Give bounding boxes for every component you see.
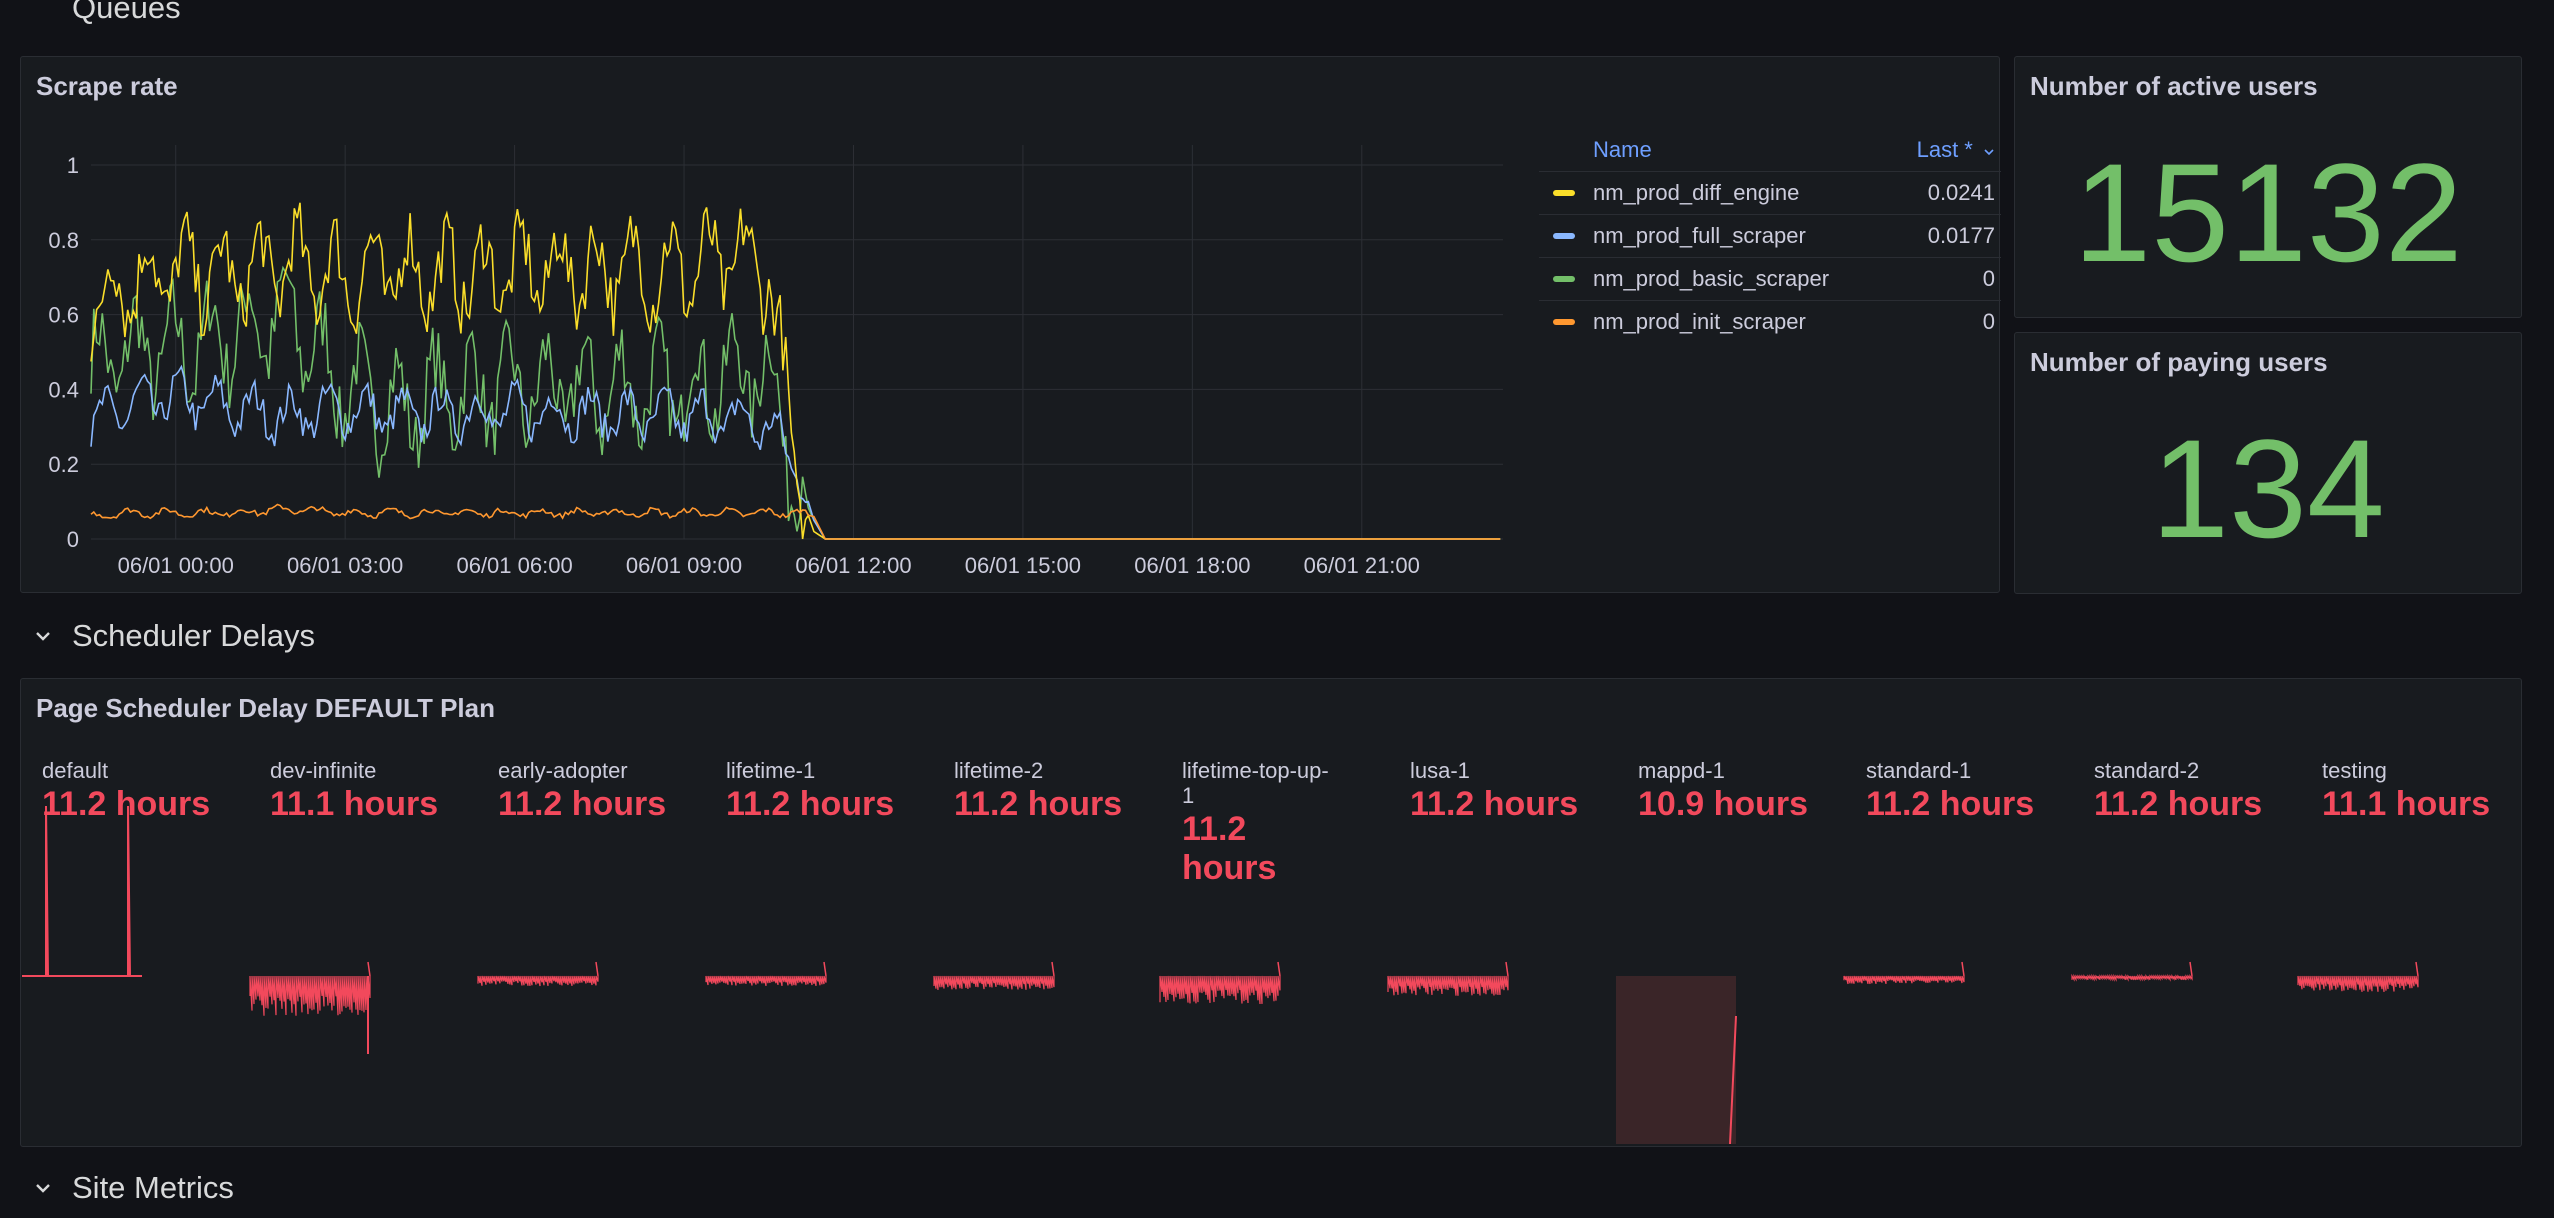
scheduler-stat-value: 11.2 hours [954,785,1123,823]
legend-item-name: nm_prod_init_scraper [1593,309,1806,334]
scheduler-stat-value: 11.2 hours [42,785,211,823]
legend-item[interactable]: nm_prod_basic_scraper 0 [1539,257,2001,300]
scheduler-stat-value: 11.1 hours [270,785,439,823]
series-line [90,364,1501,540]
legend-item[interactable]: nm_prod_diff_engine 0.0241 [1539,171,2001,214]
scheduler-stat-value: 11.2 hours [1866,785,2035,823]
series-swatch [1553,276,1575,282]
x-tick-label: 06/01 15:00 [965,553,1081,578]
chart-grid [91,145,1503,540]
y-tick-label: 1 [67,153,79,178]
scheduler-stat-label: default [42,758,109,783]
row-title: Scheduler Delays [72,618,315,653]
y-tick-label: 0.8 [48,228,79,253]
scheduler-stat-value: 11.1 hours [2322,785,2491,823]
chevron-down-icon [1984,149,1994,156]
chevron-down-icon [36,632,50,641]
scheduler-delay-panel: Page Scheduler Delay DEFAULT Plan [20,678,2522,1147]
y-tick-label: 0.6 [48,303,79,328]
series-swatch [1553,190,1575,196]
legend-item-name: nm_prod_diff_engine [1593,180,1800,205]
scheduler-stat-value: 11.2 hours [1410,785,1579,823]
scheduler-stat-label: standard-1 [1866,758,1972,783]
legend-item-name: nm_prod_full_scraper [1593,223,1806,248]
scheduler-stat-label: testing [2322,758,2387,783]
scheduler-stat-item[interactable]: standard-2 11.2 hours [2094,758,2304,824]
scheduler-stat-value: 10.9 hours [1638,785,1809,823]
panel-title: Page Scheduler Delay DEFAULT Plan [36,693,495,723]
panel-title: Number of paying users [2030,347,2328,377]
paying-users-panel: Number of paying users 134 [2014,332,2522,594]
scheduler-stat-item[interactable]: lifetime-1 11.2 hours [726,758,936,824]
chart-series [90,202,1501,540]
x-tick-label: 06/01 03:00 [287,553,403,578]
scheduler-stat-label: lifetime-1 [726,758,816,783]
panel-title: Scrape rate [36,71,178,101]
scheduler-stat-item[interactable]: early-adopter 11.2 hours [498,758,708,824]
y-tick-label: 0 [67,527,79,552]
scheduler-stat-value: 11.2 hours [498,785,667,823]
scheduler-stat-value: 11.2 hours [2094,785,2263,823]
scheduler-stat-item[interactable]: lusa-1 11.2 hours [1410,758,1620,824]
scheduler-stat-item[interactable]: lifetime-2 11.2 hours [954,758,1164,824]
scheduler-stat-item[interactable]: dev-infinite 11.1 hours [270,758,480,824]
legend-item[interactable]: nm_prod_full_scraper 0.0177 [1539,214,2001,257]
legend-item[interactable]: nm_prod_init_scraper 0 [1539,300,2001,343]
y-tick-label: 0.4 [48,377,79,402]
x-tick-label: 06/01 09:00 [626,553,742,578]
x-tick-label: 06/01 18:00 [1134,553,1250,578]
legend-item-last: 0.0177 [1927,223,1995,248]
active-users-value: 15132 [2073,134,2463,291]
scheduler-stat-label: mappd-1 [1638,758,1725,783]
scheduler-stat-label: dev-infinite [270,758,377,783]
scheduler-stat-value: 11.2 hours [726,785,895,823]
series-line [90,265,1501,540]
x-tick-label: 06/01 00:00 [118,553,234,578]
series-line [90,503,1501,540]
active-users-panel: Number of active users 15132 [2014,56,2522,318]
x-tick-label: 06/01 21:00 [1304,553,1420,578]
scheduler-stat-item[interactable]: standard-1 11.2 hours [1866,758,2076,824]
row-title: Site Metrics [72,1170,234,1205]
legend-last-header[interactable]: Last * [1875,137,2001,163]
legend-item-last: 0 [1982,266,1995,291]
y-tick-label: 0.2 [48,452,79,477]
chart-legend: Name Last * nm_prod_diff_engine 0.0241 nm_… [1539,129,2001,343]
y-axis: 0 0.2 0.4 0.6 0.8 1 [48,153,79,552]
chevron-down-icon [36,1184,50,1193]
series-swatch [1553,233,1575,239]
scheduler-stat-item[interactable]: mappd-1 10.9 hours [1638,758,1848,824]
row-title: Queues [72,0,181,25]
x-tick-label: 06/01 12:00 [795,553,911,578]
row-header-site-metrics[interactable]: Site Metrics [32,1170,234,1206]
scheduler-stat-item[interactable]: default 11.2 hours [42,758,252,824]
x-axis: 06/01 00:00 06/01 03:00 06/01 06:00 06/01 0… [118,553,1420,578]
scheduler-stat-item[interactable]: lifetime-top-up-1 11.2 hours [1182,758,1332,888]
scheduler-stat-label: lifetime-2 [954,758,1044,783]
scheduler-stat-value: 11.2 hours [1182,810,1277,887]
legend-item-last: 0.0241 [1927,180,1995,205]
series-line [90,202,1501,540]
scheduler-stat-label: lifetime-top-up-1 [1182,758,1329,808]
series-swatch [1553,319,1575,325]
x-tick-label: 06/01 06:00 [456,553,572,578]
scheduler-stat-item[interactable]: testing 11.1 hours [2322,758,2532,824]
paying-users-value: 134 [2151,410,2385,567]
row-header-scheduler-delays[interactable]: Scheduler Delays [32,618,315,654]
legend-name-header[interactable]: Name [1593,137,1652,162]
scrape-rate-chart[interactable]: 00.20.40.60.81 06/01 00:00 06/01 03:00 06/… [21,57,1521,594]
scheduler-stat-label: lusa-1 [1410,758,1470,783]
scheduler-stat-label: standard-2 [2094,758,2200,783]
legend-item-name: nm_prod_basic_scraper [1593,266,1830,291]
row-header-queues[interactable]: Queues [72,0,181,26]
legend-item-last: 0 [1982,309,1995,334]
legend-header: Name Last * [1539,129,2001,171]
panel-title: Number of active users [2030,71,2318,101]
scrape-rate-panel: Scrape rate 0 0.2 0.4 0.6 0.8 1 06/01 00:00 06… [20,56,2001,594]
scheduler-stat-label: early-adopter [498,758,628,783]
